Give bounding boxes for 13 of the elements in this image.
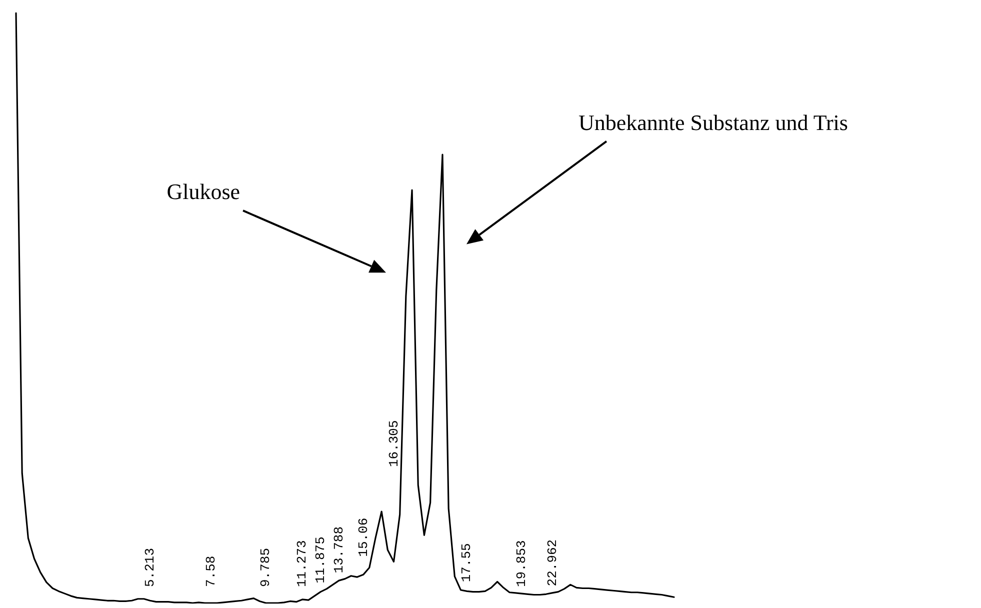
annotation: Unbekannte Substanz und Tris: [578, 110, 848, 135]
annotation: 7.58: [203, 556, 218, 587]
annotation: 19.853: [514, 540, 529, 587]
annotation: Glukose: [166, 179, 240, 204]
annotation: 11.875: [312, 536, 328, 584]
annotation: 17.55: [458, 543, 474, 582]
annotation: 5.213: [142, 548, 158, 587]
annotation: 22.962: [544, 539, 560, 586]
annotation: 11.273: [294, 540, 310, 587]
annotation: 13.788: [332, 526, 347, 574]
annotation: 16.305: [386, 420, 402, 468]
annotation: 15.06: [356, 518, 372, 557]
annotation: 9.785: [258, 548, 274, 587]
